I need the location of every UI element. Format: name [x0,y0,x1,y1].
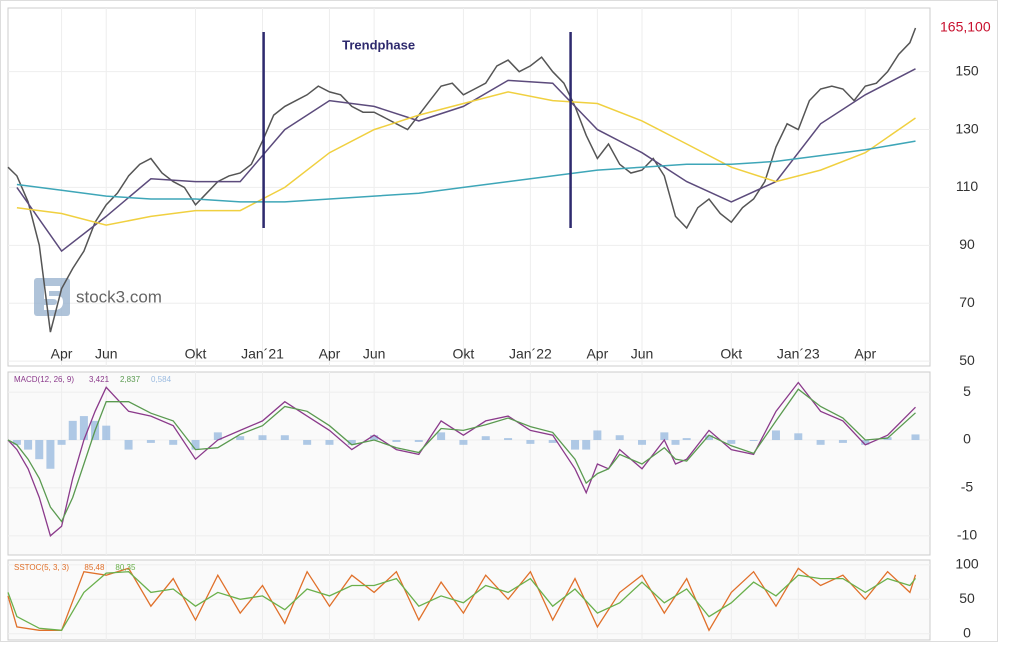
histogram-bar [392,440,401,442]
histogram-bar [124,440,133,450]
y-tick-label: 70 [959,294,975,310]
histogram-bar [102,425,111,441]
histogram-bar [526,440,535,444]
series-line [7,571,917,631]
histogram-bar [582,440,591,450]
histogram-bar [704,435,713,441]
histogram-bar [303,440,312,445]
y-tick-label: 110 [956,178,979,194]
y-tick-label: -5 [961,479,974,495]
histogram-bar [638,440,647,445]
histogram-bar [504,438,513,441]
last-price-label: 165,100 [940,19,991,35]
x-tick-label: Apr [854,346,876,362]
x-tick-label: Jan´22 [509,346,552,362]
histogram-bar [12,440,21,445]
x-tick-label: Okt [453,346,475,362]
histogram-bar [325,440,334,445]
y-tick-label: 150 [955,62,979,78]
histogram-bar [258,435,267,441]
histogram-bar [280,435,289,441]
series-line [16,140,916,203]
series-line [7,27,917,333]
y-tick-label: 100 [955,556,979,572]
histogram-bar [169,440,178,445]
series-line [16,68,916,253]
histogram-bar [838,440,847,443]
indicator-value: 85,48 [84,563,105,572]
histogram-bar [481,436,490,441]
histogram-bar [749,440,758,441]
histogram-bar [68,420,77,441]
histogram-bar [191,440,200,450]
x-tick-label: Jan´23 [777,346,820,362]
panel-frame [7,559,931,641]
histogram-bar [236,436,245,441]
panel-frame [7,371,931,556]
histogram-bar [414,440,423,442]
histogram-bar [347,440,356,445]
indicator-value: 80,35 [115,563,136,572]
series-line [7,567,917,632]
x-tick-label: Okt [185,346,207,362]
x-tick-label: Okt [720,346,742,362]
indicator-value: 3,421 [89,375,110,384]
x-tick-label: Apr [586,346,608,362]
x-tick-label: Jun [363,346,386,362]
histogram-bar [571,440,580,450]
indicator-value: 0,584 [151,375,172,384]
annotation-text: Trendphase [342,37,415,52]
histogram-bar [593,430,602,441]
y-tick-label: -10 [957,527,977,543]
histogram-bar [794,433,803,441]
histogram-bar [727,440,736,444]
watermark: stock3.com [76,287,162,306]
histogram-bar [861,440,870,445]
histogram-bar [437,432,446,441]
y-tick-label: 130 [955,120,979,136]
x-tick-label: Apr [51,346,73,362]
histogram-bar [660,432,669,441]
histogram-bar [79,416,88,441]
indicator-title: MACD(12, 26, 9) [14,375,74,384]
y-tick-label: 50 [959,590,975,606]
y-tick-label: 0 [963,624,971,640]
series-line [16,91,916,226]
x-tick-label: Jun [631,346,654,362]
histogram-bar [24,440,33,450]
histogram-bar [35,440,44,460]
x-tick-label: Jan´21 [241,346,284,362]
y-tick-label: 5 [963,383,971,399]
indicator-title: SSTOC(5, 3, 3) [14,563,69,572]
histogram-bar [816,440,825,445]
histogram-bar [57,440,66,445]
histogram-bar [615,435,624,441]
y-tick-label: 50 [959,352,975,368]
histogram-bar [548,440,557,443]
histogram-bar [771,430,780,441]
series-line [7,381,916,537]
y-tick-label: 90 [959,236,975,252]
histogram-bar [146,440,155,443]
series-line [7,388,916,523]
indicator-value: 2,837 [120,375,141,384]
histogram-bar [671,440,680,445]
x-tick-label: Jun [95,346,118,362]
y-tick-label: 0 [963,431,971,447]
histogram-bar [370,435,379,441]
histogram-bar [46,440,55,469]
histogram-bar [459,440,468,445]
histogram-bar [213,432,222,441]
x-tick-label: Apr [319,346,341,362]
histogram-bar [682,438,691,441]
histogram-bar [911,434,920,441]
